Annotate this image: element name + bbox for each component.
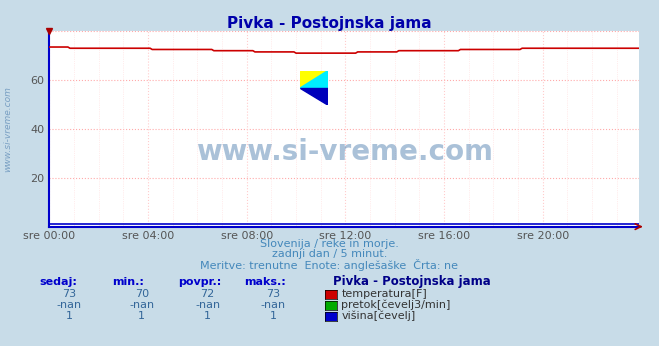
Text: Pivka - Postojnska jama: Pivka - Postojnska jama [227,16,432,30]
Text: 1: 1 [66,311,72,321]
Text: Meritve: trenutne  Enote: anglešaške  Črta: ne: Meritve: trenutne Enote: anglešaške Črta… [200,260,459,271]
Text: 1: 1 [204,311,211,321]
Text: min.:: min.: [112,277,144,287]
Text: 1: 1 [138,311,145,321]
Text: 72: 72 [200,289,215,299]
Text: povpr.:: povpr.: [178,277,221,287]
Text: -nan: -nan [129,300,154,310]
Text: 1: 1 [270,311,277,321]
Text: -nan: -nan [57,300,82,310]
Text: 73: 73 [266,289,281,299]
Text: 70: 70 [134,289,149,299]
Text: -nan: -nan [195,300,220,310]
Text: sedaj:: sedaj: [40,277,77,287]
Text: zadnji dan / 5 minut.: zadnji dan / 5 minut. [272,249,387,259]
Text: pretok[čevelj3/min]: pretok[čevelj3/min] [341,300,451,310]
Polygon shape [300,71,328,88]
Text: Slovenija / reke in morje.: Slovenija / reke in morje. [260,239,399,249]
Text: višina[čevelj]: višina[čevelj] [341,311,416,321]
Text: Pivka - Postojnska jama: Pivka - Postojnska jama [333,275,490,289]
Polygon shape [300,71,328,88]
Text: maks.:: maks.: [244,277,285,287]
Text: www.si-vreme.com: www.si-vreme.com [196,138,493,166]
Text: www.si-vreme.com: www.si-vreme.com [3,86,13,172]
Text: 73: 73 [62,289,76,299]
Text: -nan: -nan [261,300,286,310]
Polygon shape [300,88,328,106]
Text: temperatura[F]: temperatura[F] [341,289,427,299]
